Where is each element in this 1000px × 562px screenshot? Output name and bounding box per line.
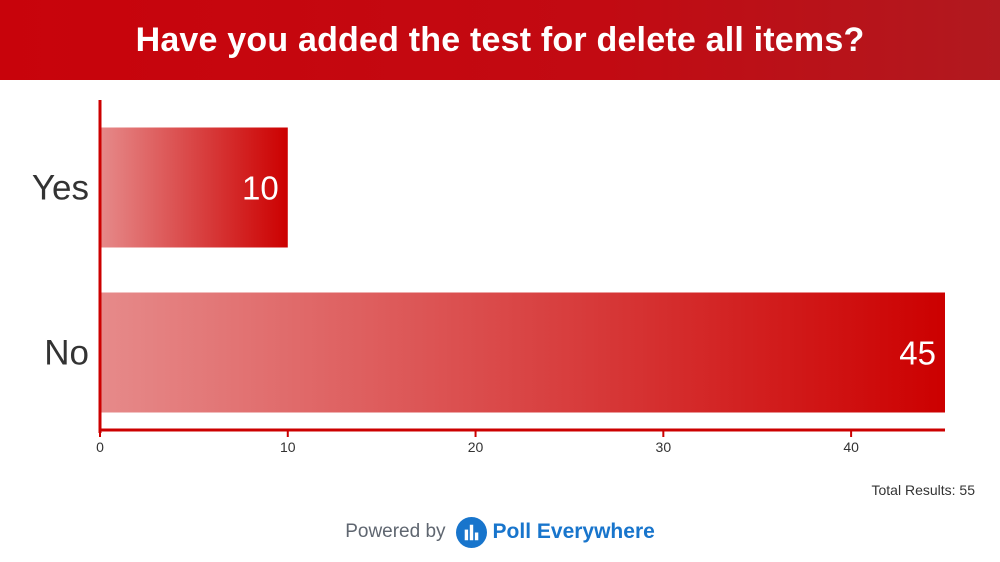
data-label-yes: 10 bbox=[242, 170, 279, 207]
powered-by-footer[interactable]: Powered by Poll Everywhere bbox=[0, 514, 1000, 550]
x-tick-label-10: 10 bbox=[280, 439, 296, 455]
category-label-no: No bbox=[44, 334, 89, 373]
bar-chart: 10 Yes 45 No 0 10 20 30 40 bbox=[32, 100, 945, 455]
x-tick-label-30: 30 bbox=[656, 439, 672, 455]
bar-yes bbox=[100, 127, 288, 248]
powered-by-label: Powered by bbox=[345, 521, 446, 542]
x-tick-label-0: 0 bbox=[96, 439, 104, 455]
poll-everywhere-logo-icon bbox=[455, 516, 487, 548]
chart-title: Have you added the test for delete all i… bbox=[135, 20, 865, 59]
x-tick-label-40: 40 bbox=[843, 439, 859, 455]
data-label-no: 45 bbox=[899, 335, 936, 372]
poll-everywhere-brand[interactable]: Poll Everywhere bbox=[492, 520, 655, 543]
total-results: Total Results: 55 bbox=[871, 482, 976, 498]
x-tick-label-20: 20 bbox=[468, 439, 484, 455]
category-label-yes: Yes bbox=[32, 169, 89, 208]
bar-no bbox=[100, 292, 945, 413]
header-banner: Have you added the test for delete all i… bbox=[0, 0, 1000, 80]
